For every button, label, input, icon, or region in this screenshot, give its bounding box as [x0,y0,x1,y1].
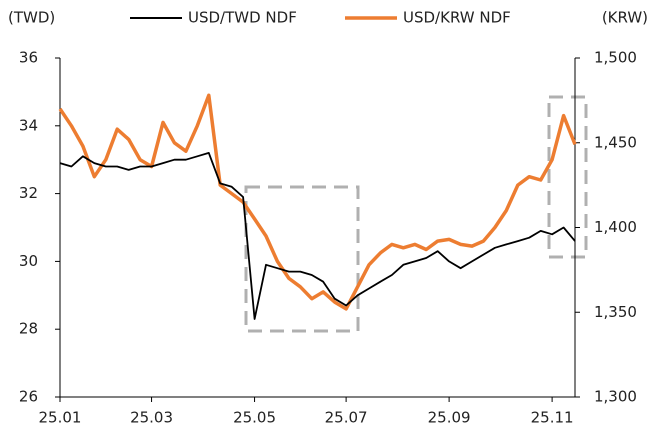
highlight-boxes [244,95,588,333]
y2-tick-label: 1,350 [594,303,637,321]
y2-tick-label: 1,400 [594,218,637,236]
y2-tick-label: 1,450 [594,133,637,151]
y-tick-label: 30 [19,252,38,270]
series-line [58,93,577,311]
y2-tick-label: 1,500 [594,49,637,67]
legend-label: USD/TWD NDF [188,9,297,27]
highlight-box [547,95,588,259]
y2-tick-label: 1,300 [594,388,637,406]
y-tick-label: 34 [19,116,38,134]
x-tick-label: 25.03 [130,409,173,427]
series-line [59,152,576,320]
x-tick-label: 25.07 [325,409,368,427]
y-tick-label: 32 [19,184,38,202]
highlight-box [244,185,360,333]
x-tick-label: 25.01 [39,409,82,427]
x-tick-label: 25.05 [233,409,276,427]
y-tick-label: 36 [19,49,38,67]
y-tick-label: 28 [19,320,38,338]
y-axis-label: (TWD) [8,9,55,27]
legend-label: USD/KRW NDF [403,9,511,27]
y2-axis-label: (KRW) [602,9,648,27]
y-tick-label: 26 [19,388,38,406]
x-tick-label: 25.09 [428,409,471,427]
x-tick-label: 25.11 [531,409,574,427]
